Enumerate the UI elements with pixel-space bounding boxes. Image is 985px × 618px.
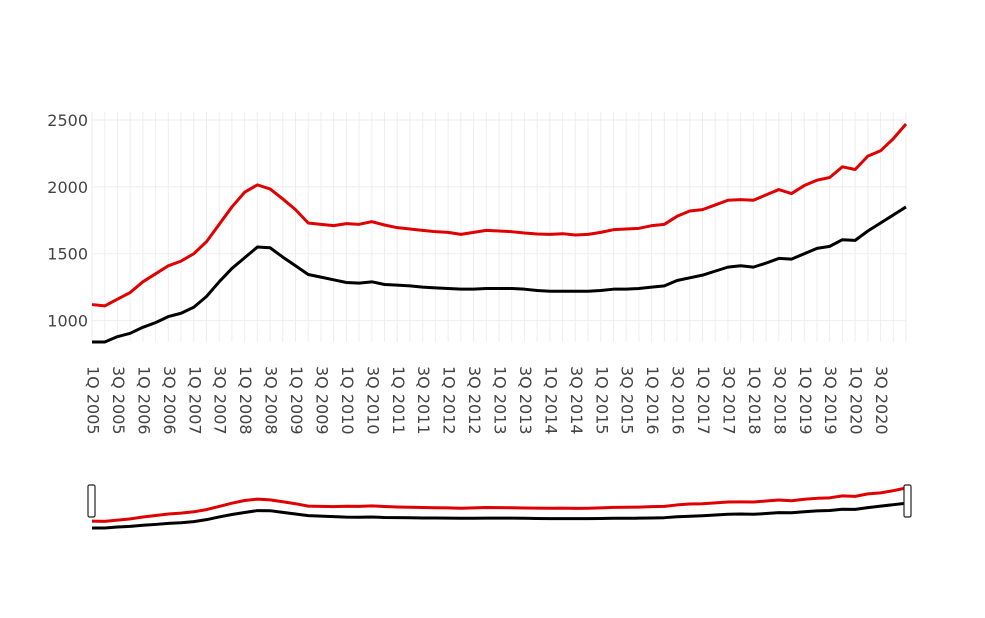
x-tick-label: 3Q 2019 [821, 366, 840, 435]
y-tick-label: 2000 [47, 178, 88, 197]
x-tick-label: 1Q 2011 [389, 366, 408, 435]
range-slider[interactable] [87, 484, 912, 530]
x-tick-label: 3Q 2020 [872, 366, 891, 435]
x-tick-label: 1Q 2005 [84, 366, 103, 435]
x-tick-label: 3Q 2016 [669, 366, 688, 435]
x-tick-label: 1Q 2016 [643, 366, 662, 435]
x-tick-label: 1Q 2013 [491, 366, 510, 435]
x-tick-label: 1Q 2006 [134, 366, 153, 435]
slider-series-line-2 [92, 501, 907, 530]
x-tick-label: 1Q 2019 [796, 366, 815, 435]
x-tick-label: 3Q 2017 [719, 366, 738, 435]
y-tick-label: 1500 [47, 245, 88, 264]
y-tick-label: 1000 [47, 312, 88, 331]
x-tick-label: 3Q 2018 [770, 366, 789, 435]
x-tick-label: 3Q 2005 [109, 366, 128, 435]
x-tick-label: 1Q 2017 [694, 366, 713, 435]
main-plot-area: 1000 1500 2000 2500 1Q 2005 3Q 2005 1Q 2006 3Q … [47, 111, 908, 435]
x-tick-label: 1Q 2010 [338, 366, 357, 435]
x-tick-label: 3Q 2011 [414, 366, 433, 435]
series-line-1 [91, 123, 908, 308]
x-tick-label: 3Q 2007 [211, 366, 230, 435]
x-tick-label: 3Q 2014 [567, 366, 586, 435]
series-line-2 [92, 205, 907, 344]
slider-handle-left[interactable] [87, 484, 96, 518]
y-tick-label: 2500 [47, 111, 88, 130]
x-tick-label: 3Q 2008 [262, 366, 281, 435]
x-tick-label: 1Q 2015 [592, 366, 611, 435]
x-tick-label: 3Q 2015 [618, 366, 637, 435]
x-tick-label: 3Q 2012 [465, 366, 484, 435]
x-tick-label: 1Q 2008 [236, 366, 255, 435]
x-tick-label: 1Q 2009 [287, 366, 306, 435]
x-tick-label: 1Q 2018 [745, 366, 764, 435]
x-tick-label: 1Q 2012 [440, 366, 459, 435]
x-tick-label: 1Q 2007 [185, 366, 204, 435]
slider-handle-right[interactable] [903, 484, 912, 518]
x-tick-label: 3Q 2009 [312, 366, 331, 435]
x-tick-label: 1Q 2014 [541, 366, 560, 435]
x-tick-label: 3Q 2006 [160, 366, 179, 435]
x-tick-label: 3Q 2013 [516, 366, 535, 435]
x-tick-label: 1Q 2020 [847, 366, 866, 435]
slider-series-line-1 [91, 486, 907, 523]
x-tick-label: 3Q 2010 [363, 366, 382, 435]
